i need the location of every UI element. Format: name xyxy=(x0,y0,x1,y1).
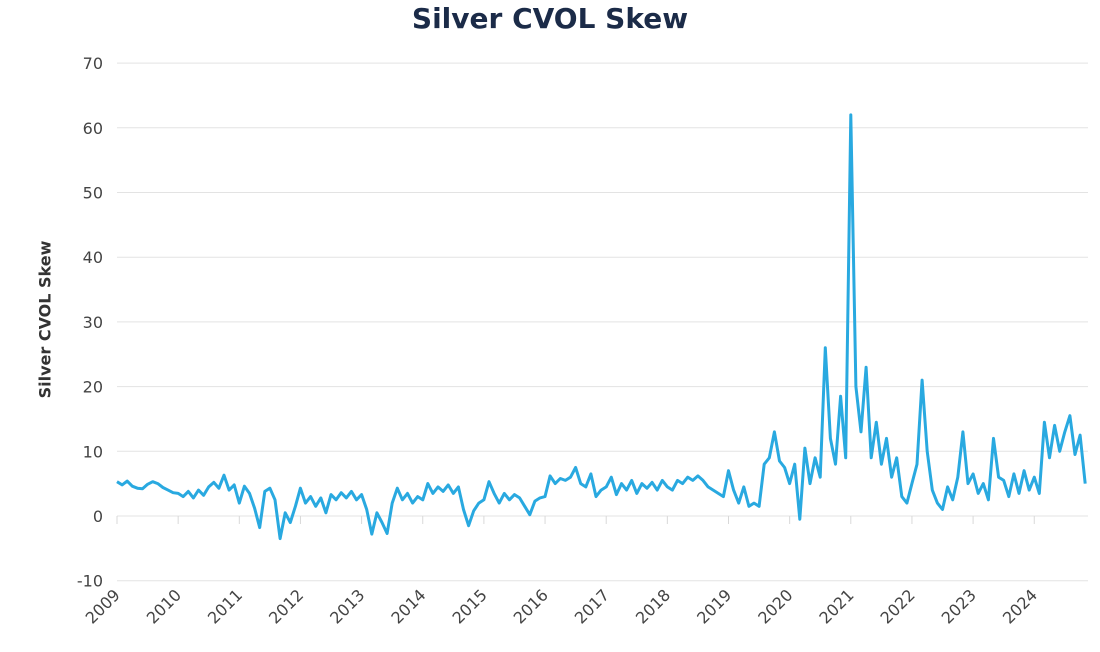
x-tick-label: 2023 xyxy=(938,585,980,627)
y-tick-label: 30 xyxy=(83,313,103,332)
x-tick-label: 2014 xyxy=(387,585,429,627)
x-tick-label: 2016 xyxy=(510,585,552,627)
series-line xyxy=(116,113,1087,541)
y-tick-label: 10 xyxy=(83,442,103,461)
x-tick-label: 2009 xyxy=(82,585,124,627)
x-tick-label: 2013 xyxy=(326,585,368,627)
x-tick-label: 2018 xyxy=(632,585,674,627)
y-tick-label: -10 xyxy=(77,572,103,591)
x-tick-label: 2012 xyxy=(265,585,307,627)
x-tick-label: 2022 xyxy=(877,585,919,627)
x-tick-label: 2015 xyxy=(449,585,491,627)
y-tick-label: 60 xyxy=(83,119,103,138)
x-tick-label: 2010 xyxy=(143,585,185,627)
y-tick-label: 40 xyxy=(83,248,103,267)
y-tick-label: 70 xyxy=(83,54,103,73)
chart-title: Silver CVOL Skew xyxy=(411,2,689,35)
x-tick-label: 2020 xyxy=(754,585,796,627)
x-tick-label: 2024 xyxy=(999,585,1041,627)
x-tick-label: 2011 xyxy=(204,585,246,627)
y-tick-label: 0 xyxy=(93,507,103,526)
x-tick-label: 2019 xyxy=(693,585,735,627)
y-tick-label: 50 xyxy=(83,184,103,203)
x-tick-label: 2017 xyxy=(571,585,613,627)
y-tick-label: 20 xyxy=(83,378,103,397)
x-tick-label: 2021 xyxy=(815,585,857,627)
